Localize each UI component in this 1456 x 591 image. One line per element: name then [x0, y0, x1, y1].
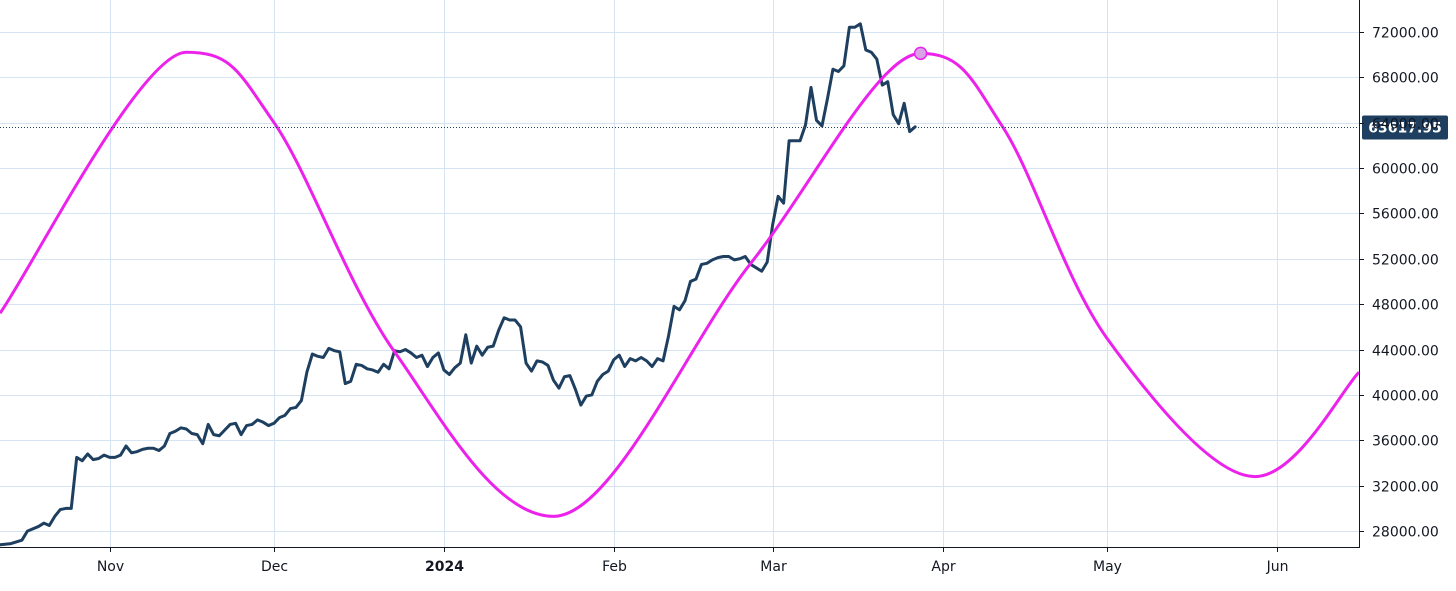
cycle-series-line[interactable] — [0, 50, 1361, 518]
price-axis-label: 28000.00 — [1372, 525, 1439, 541]
price-axis[interactable]: 28000.00 32000.00 36000.00 40000.00 44000.00… — [1359, 26, 1439, 541]
price-axis-label: 64000.00 — [1372, 117, 1439, 133]
series-layer — [0, 22, 1361, 547]
current-price-layer: 63617.95 — [0, 115, 1448, 140]
price-series-line[interactable] — [0, 22, 917, 547]
current-price-badge[interactable] — [1362, 115, 1448, 140]
price-axis-label: 44000.00 — [1372, 344, 1439, 360]
time-axis-label: Nov — [97, 559, 124, 575]
price-axis-label: 60000.00 — [1372, 162, 1439, 178]
time-axis[interactable]: Nov Dec 2024 Feb Mar Apr May Jun — [97, 547, 1289, 575]
cycle-marker-point[interactable] — [913, 46, 928, 61]
price-axis-label: 72000.00 — [1372, 26, 1439, 42]
time-axis-label: Dec — [261, 559, 288, 575]
time-axis-label: Apr — [931, 559, 955, 575]
horizontal-grid — [0, 32, 1359, 532]
price-axis-label: 36000.00 — [1372, 434, 1439, 450]
time-axis-label: Feb — [602, 559, 627, 575]
price-axis-label: 40000.00 — [1372, 389, 1439, 405]
price-axis-label: 32000.00 — [1372, 480, 1439, 496]
time-axis-label: Mar — [760, 559, 787, 575]
price-axis-label: 56000.00 — [1372, 207, 1439, 223]
time-axis-label: Jun — [1266, 559, 1289, 575]
vertical-grid — [110, 0, 1278, 547]
price-axis-label: 52000.00 — [1372, 253, 1439, 269]
price-axis-label: 68000.00 — [1372, 71, 1439, 87]
current-price-label: 63617.95 — [1368, 121, 1442, 137]
time-axis-label: May — [1093, 559, 1122, 575]
time-axis-label: 2024 — [425, 559, 464, 575]
price-axis-label: 48000.00 — [1372, 298, 1439, 314]
